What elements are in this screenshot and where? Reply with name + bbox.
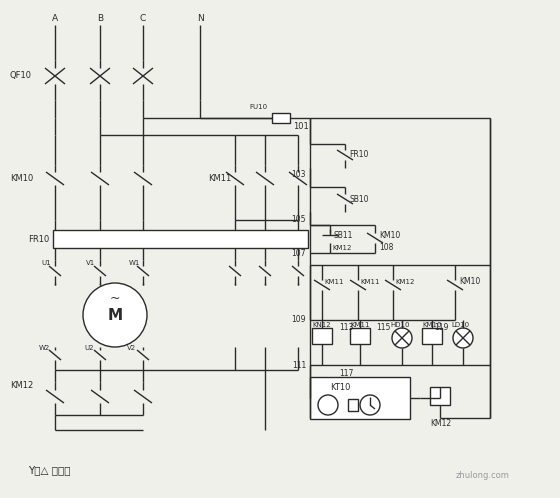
Text: 103: 103 — [292, 169, 306, 178]
Text: N: N — [197, 13, 203, 22]
Text: 119: 119 — [435, 323, 449, 332]
Text: 108: 108 — [379, 243, 393, 251]
Text: FR10: FR10 — [28, 235, 49, 244]
Text: 109: 109 — [292, 316, 306, 325]
Text: 111: 111 — [292, 361, 306, 370]
Text: zhulong.com: zhulong.com — [456, 471, 510, 480]
Text: 115: 115 — [377, 323, 391, 332]
Text: Y－△ 起动系: Y－△ 起动系 — [28, 465, 71, 475]
Text: KM11: KM11 — [360, 279, 380, 285]
Text: KM11: KM11 — [208, 173, 231, 182]
Text: KM11: KM11 — [324, 279, 343, 285]
Text: 107: 107 — [292, 249, 306, 257]
Text: KM11: KM11 — [350, 322, 370, 328]
Text: KM10: KM10 — [422, 322, 441, 328]
Bar — [310, 377, 410, 419]
Text: C: C — [140, 13, 146, 22]
Text: FR10: FR10 — [349, 149, 368, 158]
Text: KM10: KM10 — [10, 173, 33, 182]
Text: U2: U2 — [84, 345, 94, 351]
Circle shape — [392, 328, 412, 348]
Bar — [430, 387, 450, 405]
Text: SB10: SB10 — [349, 195, 368, 204]
Text: KM12: KM12 — [430, 419, 451, 428]
Bar — [350, 328, 370, 344]
Text: KM12: KM12 — [332, 245, 351, 251]
Text: M: M — [108, 307, 123, 323]
Text: W2: W2 — [39, 345, 50, 351]
Text: 105: 105 — [292, 215, 306, 224]
Bar — [312, 328, 332, 344]
Text: V2: V2 — [127, 345, 136, 351]
Circle shape — [360, 395, 380, 415]
Text: QF10: QF10 — [10, 71, 32, 80]
Text: 117: 117 — [339, 369, 354, 377]
Circle shape — [453, 328, 473, 348]
Circle shape — [83, 283, 147, 347]
Bar — [53, 230, 308, 248]
Text: HD10: HD10 — [390, 322, 409, 328]
Text: 101: 101 — [293, 122, 309, 130]
Bar — [348, 399, 358, 411]
Bar — [272, 113, 290, 123]
Text: U1: U1 — [41, 260, 50, 266]
Text: KM10: KM10 — [379, 231, 400, 240]
Text: LD10: LD10 — [451, 322, 469, 328]
Text: KN12: KN12 — [312, 322, 330, 328]
Text: ~: ~ — [110, 292, 120, 305]
Text: 113: 113 — [339, 323, 354, 332]
Text: FU10: FU10 — [250, 104, 268, 110]
Text: KM12: KM12 — [10, 380, 33, 389]
Text: W1: W1 — [129, 260, 141, 266]
Text: SB11: SB11 — [333, 231, 352, 240]
Text: KM12: KM12 — [395, 279, 414, 285]
Text: V1: V1 — [86, 260, 95, 266]
Text: B: B — [97, 13, 103, 22]
Text: A: A — [52, 13, 58, 22]
Circle shape — [318, 395, 338, 415]
Text: KT10: KT10 — [330, 382, 351, 391]
Text: KM10: KM10 — [459, 277, 480, 286]
Bar — [422, 328, 442, 344]
